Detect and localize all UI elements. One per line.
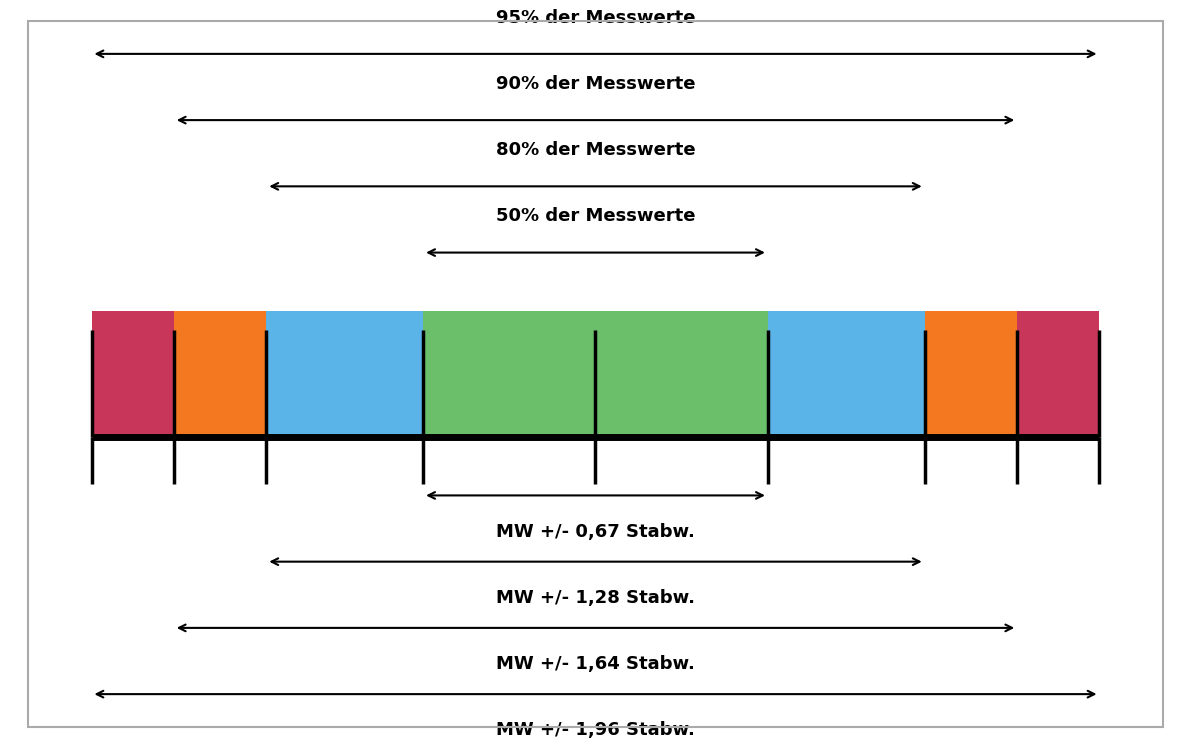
Bar xyxy=(92,311,174,437)
Bar xyxy=(267,311,423,437)
Bar xyxy=(768,311,924,437)
Text: MW +/- 1,28 Stabw.: MW +/- 1,28 Stabw. xyxy=(495,589,696,607)
Bar xyxy=(1017,311,1099,437)
Bar xyxy=(174,311,267,437)
Text: MW +/- 1,64 Stabw.: MW +/- 1,64 Stabw. xyxy=(497,655,694,673)
Text: 50% der Messwerte: 50% der Messwerte xyxy=(495,207,696,225)
Bar xyxy=(267,311,924,437)
Bar xyxy=(924,311,1017,437)
Text: 90% der Messwerte: 90% der Messwerte xyxy=(495,75,696,93)
Text: MW +/- 1,96 Stabw.: MW +/- 1,96 Stabw. xyxy=(497,721,694,739)
Text: MW +/- 0,67 Stabw.: MW +/- 0,67 Stabw. xyxy=(497,523,694,541)
Bar xyxy=(423,311,768,437)
Text: 80% der Messwerte: 80% der Messwerte xyxy=(495,141,696,159)
Text: 95% der Messwerte: 95% der Messwerte xyxy=(495,9,696,27)
